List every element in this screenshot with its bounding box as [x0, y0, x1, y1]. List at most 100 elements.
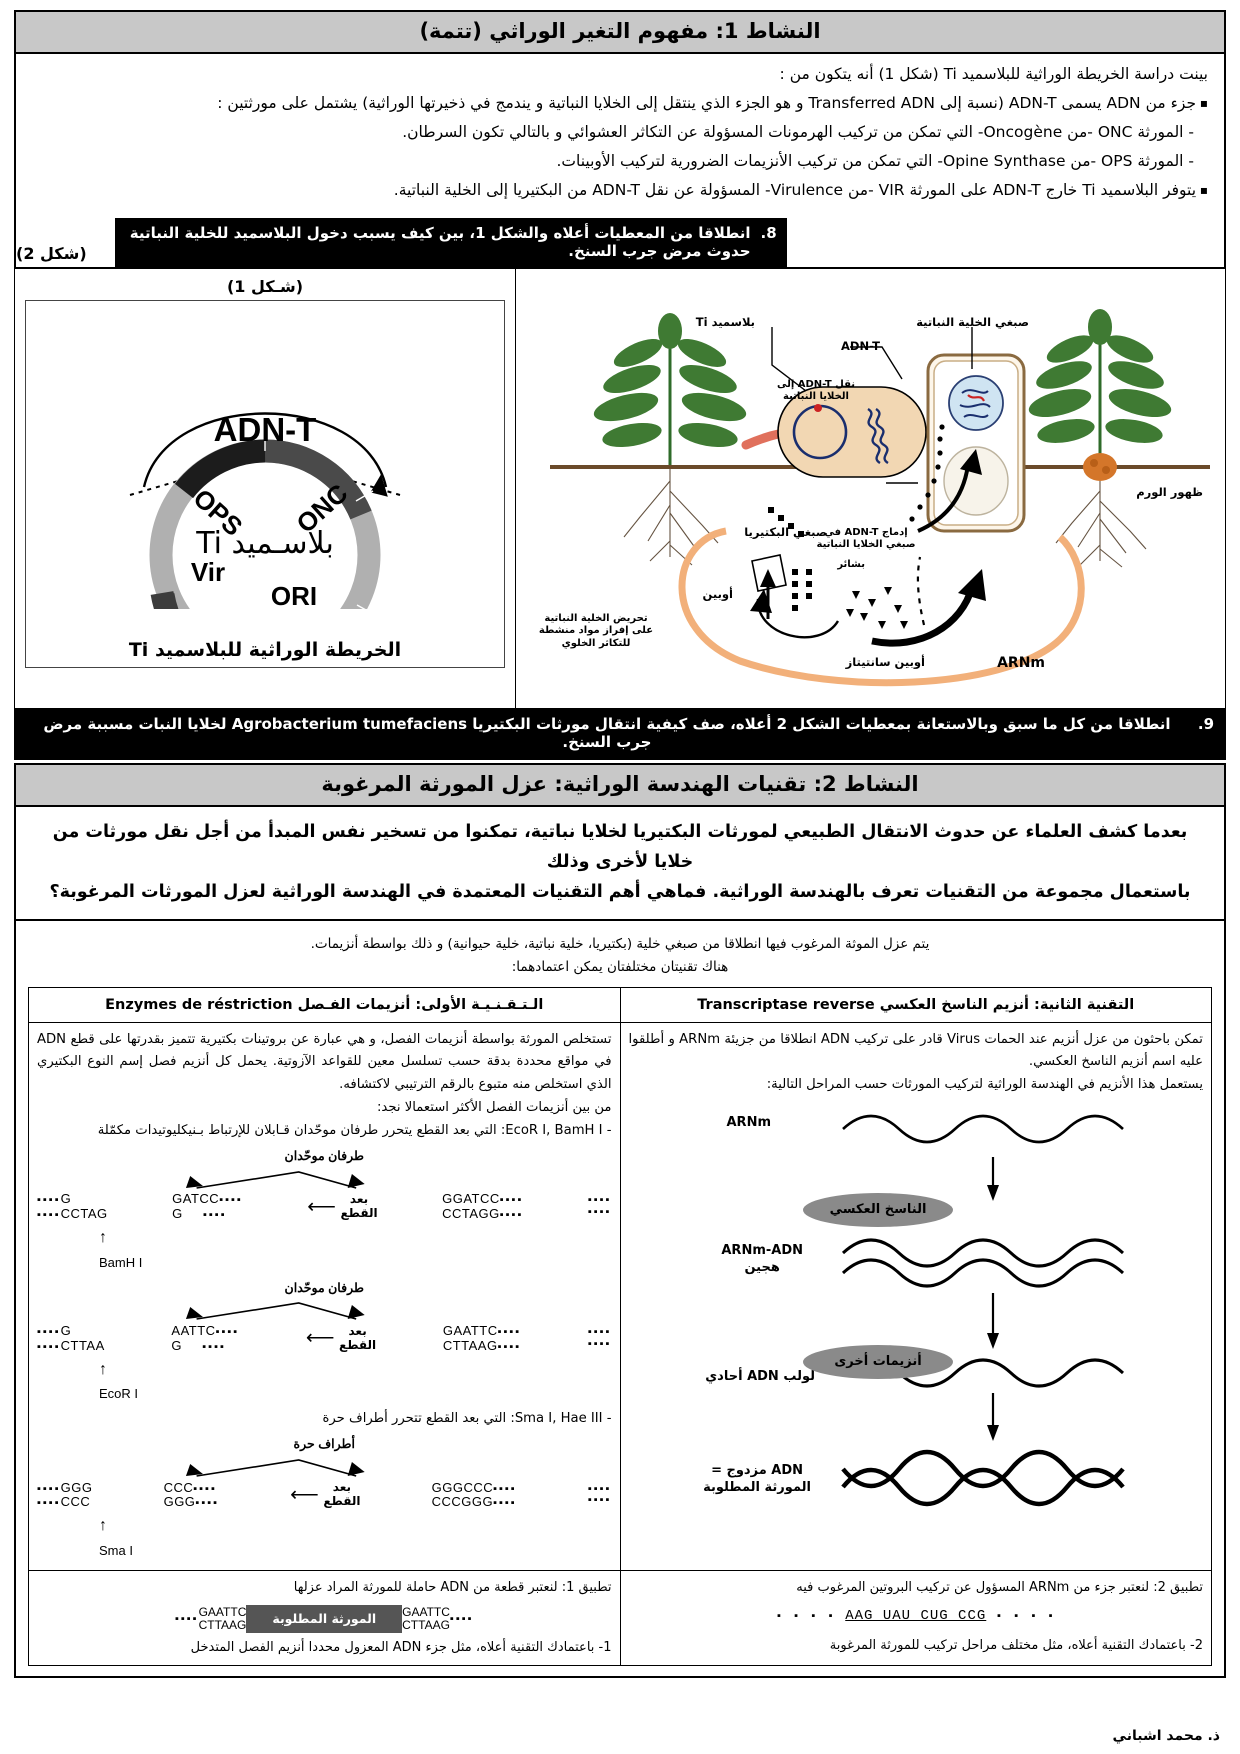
label-bacterial-chromosome: صبغي البكتيريا: [744, 524, 827, 539]
app1-left-bottom: CTTAAG: [198, 1617, 247, 1632]
smai-enzyme-name: Sma I: [99, 1542, 133, 1558]
ecori-callout: طرفان موحّدان: [284, 1280, 364, 1295]
activity2-lead: بعدما كشف العلماء عن حدوث الانتقال الطبي…: [14, 806, 1226, 921]
label-plant-cell-nucleus: صبغي الخلية النباتية: [916, 314, 1029, 329]
figure2-drawing: [550, 308, 1210, 686]
techniques-body-row: تمكن باحثون من عزل أنزيم عند الحمات Viru…: [28, 1021, 1212, 1572]
figure1-title: (شـكل 1): [226, 276, 304, 296]
technique1-para-2: - EcoR I, BamH I: التي بعد القطع يتحرر ط…: [97, 1122, 612, 1138]
question9-bar: 9. انطلاقا من كل ما سبق وبالاستعانة بمعط…: [14, 708, 1226, 760]
techniques-header-row: التقنية الثانية: أنزيم الناسخ العكسي Tra…: [28, 986, 1212, 1023]
application1-gene-diagram: ▪▪▪▪ GAATTC CTTAAG المورثة المطلوبة GAAT…: [174, 1605, 474, 1633]
techniques-intro-line-0: يتم عزل الموثة المرغوب فيها انطلاقا من ص…: [310, 935, 930, 952]
adn-t-ring-label: ADN-T: [214, 411, 317, 448]
techniques-intro-line-1: هناك تقنيتان مختلفتان يمكن اعتمادهما:: [511, 958, 729, 975]
question8-text: انطلاقا من المعطيات أعلاه والشكل 1، بين …: [129, 223, 751, 260]
label-transfer-adnt: نقل ADN-T إلى الخلايا النباتية: [776, 378, 856, 403]
label-arnm: ARNm: [997, 654, 1045, 671]
rt-step-label-arnm: ARNm: [726, 1114, 772, 1130]
restriction-diagram-smai: أطراف حرة ▪▪▪▪GGG ▪▪▪▪CCC: [37, 1437, 612, 1558]
rt-step-label-hybrid: ARNm-ADN هجين: [721, 1242, 803, 1275]
label-opine: أوبين: [702, 586, 733, 601]
intro-line-3: - المورثة OPS -من Opine Synthase- التي ت…: [556, 152, 1194, 171]
activity1-intro-block: بينت دراسة الخريطة الوراثية للبلاسميد Ti…: [14, 54, 1226, 269]
figure-zone: بلاسميد Ti ADN-T صبغي الخلية النباتية نق…: [14, 268, 1226, 709]
segment-label-ori: ORI: [271, 581, 317, 609]
plasmid-ring: ADN-T ONC OPS Vir ORI بلاسـميد Ti: [26, 319, 504, 609]
rt-step-label-double-adn: ADN مزدوج = المورثة المطلوبة: [703, 1462, 811, 1495]
app1-right-top: GAATTC: [402, 1605, 450, 1620]
reverse-transcriptase-diagram: ARNm الناسخ العكسي ARNm-ADN هجين لولب AD…: [629, 1097, 1204, 1557]
smai-leader-lines: [185, 1459, 365, 1477]
ecori-leader-lines: [185, 1302, 365, 1321]
label-plasmid-ti: بلاسميد Ti: [695, 314, 755, 329]
tumor-shape: [1083, 452, 1117, 481]
rt-enzyme-other: أنزيمات أخرى: [803, 1344, 953, 1379]
applications-row: تطبيق 2: لنعتبر جزء من ARNm المسؤول عن ت…: [28, 1570, 1212, 1666]
restriction-diagram-ecori: طرفان موحّدان ▪▪▪▪G ▪▪▪▪CTTAA: [37, 1280, 612, 1402]
figure2: بلاسميد Ti ADN-T صبغي الخلية النباتية نق…: [515, 268, 1225, 708]
app1-right-bottom: CTTAAG: [402, 1617, 450, 1632]
application1-title: تطبيق 1: لنعتبر قطعة من ADN حاملة للمورث…: [293, 1580, 612, 1596]
technique1-cell: تستخلص المورثة بواسطة أنزيمات الفصل، و ه…: [28, 1021, 621, 1572]
intro-line-1: جزء من ADN يسمى ADN-T (نسبة إلى Transfer…: [217, 94, 1197, 113]
application2-title: تطبيق 2: لنعتبر جزء من ARNm المسؤول عن ت…: [796, 1580, 1203, 1596]
activity1-intro-text: بينت دراسة الخريطة الوراثية للبلاسميد Ti…: [16, 54, 1224, 218]
technique2-para-0: تمكن باحثون من عزل أنزيم عند الحمات Viru…: [628, 1031, 1204, 1070]
question9-text: انطلاقا من كل ما سبق وبالاستعانة بمعطيات…: [43, 714, 1171, 751]
application1-cell: تطبيق 1: لنعتبر قطعة من ADN حاملة للمورث…: [28, 1570, 621, 1666]
technique2-header: التقنية الثانية: أنزيم الناسخ العكسي Tra…: [619, 986, 1212, 1023]
figure1-box: ADN-T ONC OPS Vir ORI بلاسـميد Ti الخريط…: [25, 299, 505, 668]
restriction-diagram-bamhi: طرفان موحّدان ▪▪▪▪G ▪▪▪▪CCTAG: [37, 1149, 612, 1270]
label-integration: إدماج ADN-T في صبغي الخلايا النباتية: [816, 526, 916, 551]
bamhi-cut-label: بعد القطع: [340, 1192, 378, 1220]
technique2-para-1: يستعمل هذا الأنزيم في الهندسة الوراثية ل…: [766, 1077, 1203, 1093]
bamhi-leader-lines: [185, 1170, 365, 1189]
plant-left: [593, 312, 747, 565]
smai-callout: أطراف حرة: [293, 1437, 355, 1452]
ecori-enzyme-name: EcoR I: [99, 1386, 139, 1402]
technique2-cell: تمكن باحثون من عزل أنزيم عند الحمات Viru…: [619, 1021, 1212, 1572]
activity1-banner: النشاط 1: مفهوم التغير الوراثي (تتمة): [14, 10, 1226, 54]
label-adn-t: ADN-T: [841, 338, 880, 353]
figure1-caption: الخريطة الوراثية للبلاسميد Ti: [128, 638, 402, 661]
techniques-card: يتم عزل الموثة المرغوب فيها انطلاقا من ص…: [14, 920, 1226, 1678]
technique1-para-1: من بين أنزيمات الفصل الأكثر استعمالا نجد…: [376, 1099, 612, 1115]
rt-step-label-single-adn: لولب ADN أحادي: [705, 1368, 815, 1384]
figure1: (شـكل 1): [15, 269, 515, 708]
question8-bar: 8. انطلاقا من المعطيات أعلاه والشكل 1، ب…: [114, 217, 787, 267]
ecori-cut-label: بعد القطع: [339, 1323, 377, 1352]
bacterium: [777, 385, 927, 478]
techniques-intro: يتم عزل الموثة المرغوب فيها انطلاقا من ص…: [28, 929, 1212, 987]
technique1-header: الـتـقـنـيـة الأولى: أنزيمات الفـصل Enzy…: [28, 986, 621, 1023]
application2-sequence: ▪ ▪ ▪ ▪ AAG UAU CUG CCG ▪ ▪ ▪ ▪: [775, 1608, 1056, 1625]
plant-cell: [926, 353, 1026, 533]
activity2-lead-line-1: باستعمال مجموعة من التقنيات تعرف بالهندس…: [49, 881, 1191, 902]
question8-row: 8. انطلاقا من المعطيات أعلاه والشكل 1، ب…: [16, 217, 1224, 267]
application2-question: 2- باعتمادك التقنية أعلاه، مثل مختلف مرا…: [829, 1638, 1203, 1654]
question9-number: 9.: [1197, 714, 1214, 733]
rt-enzyme-reverse-transcriptase: الناسخ العكسي: [803, 1192, 953, 1227]
plant-right: [1028, 308, 1172, 567]
label-opine-synthase: أوبين سانتيتاز: [845, 654, 925, 669]
bamhi-enzyme-name: BamH I: [99, 1254, 143, 1270]
app1-left-top: GAATTC: [198, 1605, 247, 1620]
application1-question: 1- باعتمادك التقنية أعلاه، مثل جزء ADN ا…: [190, 1639, 612, 1655]
activity2-banner: النشاط 2: تقنيات الهندسة الوراثية: عزل ا…: [14, 762, 1226, 807]
app1-gene-label: المورثة المطلوبة: [246, 1605, 403, 1633]
question8-number: 8.: [760, 223, 777, 242]
bamhi-callout: طرفان موحّدان: [284, 1149, 364, 1164]
application2-cell: تطبيق 2: لنعتبر جزء من ARNm المسؤول عن ت…: [619, 1570, 1212, 1666]
arnm-sequence: AAG UAU CUG CCG: [845, 1608, 987, 1625]
smai-cut-label: بعد القطع: [323, 1480, 361, 1509]
label-signal: بشائر: [837, 558, 865, 570]
label-tumor: ظهور الورم: [1136, 484, 1203, 499]
figure2-caption: (شكل 2): [16, 243, 87, 263]
label-stimulation: تحريض الخلية النباتية على إفراز مواد منش…: [538, 612, 654, 649]
intro-line-0: بينت دراسة الخريطة الوراثية للبلاسميد Ti…: [779, 65, 1208, 83]
segment-label-vir: Vir: [191, 557, 225, 587]
plasmid-center-label: بلاسـميد Ti: [195, 526, 334, 561]
activity2-lead-line-0: بعدما كشف العلماء عن حدوث الانتقال الطبي…: [52, 821, 1188, 872]
techniques-table: التقنية الثانية: أنزيم الناسخ العكسي Tra…: [28, 986, 1212, 1666]
